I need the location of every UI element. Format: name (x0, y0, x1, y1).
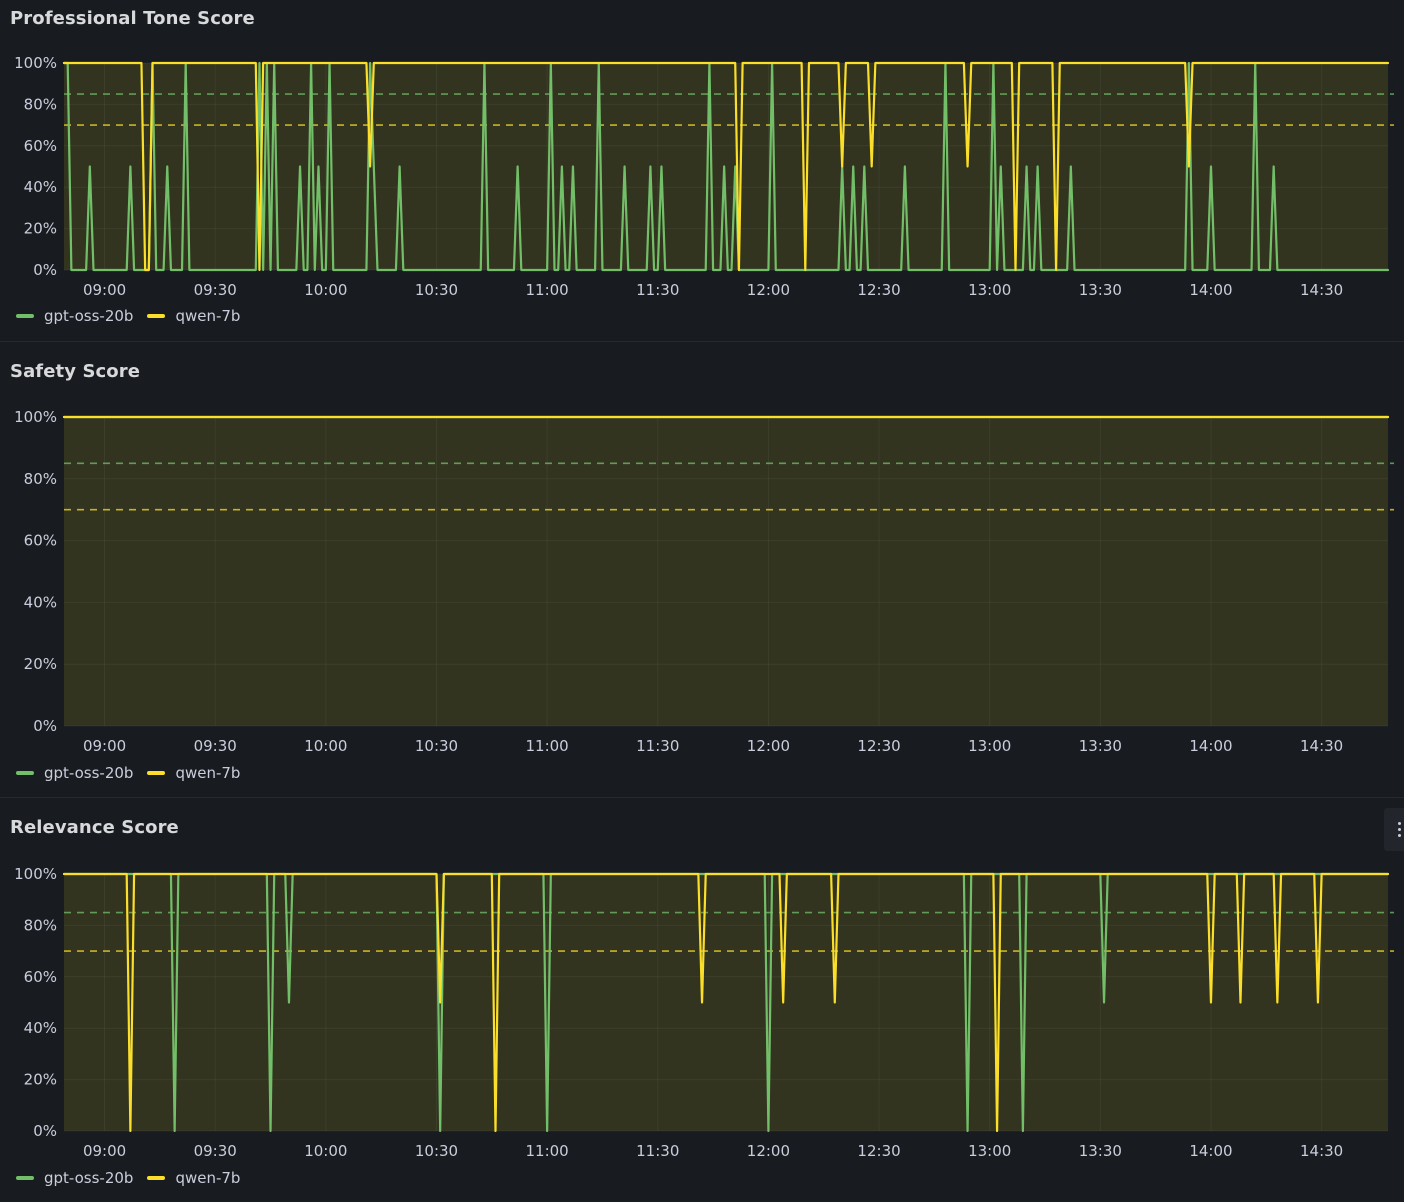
y-tick-label: 40% (24, 1019, 57, 1037)
panel-title: Safety Score (10, 361, 141, 382)
x-tick-label: 09:30 (194, 281, 237, 299)
y-tick-label: 40% (24, 593, 57, 611)
panel-divider (0, 797, 1404, 798)
x-tick-label: 12:00 (747, 737, 790, 755)
legend-label: qwen-7b (175, 764, 241, 782)
legend-label: qwen-7b (175, 307, 241, 325)
legend-item-qwen-7b[interactable]: qwen-7b (147, 1169, 240, 1187)
panel-professional-tone: Professional Tone Score 0% 20% 40% 60% 80% 10… (0, 0, 1404, 340)
y-tick-label: 60% (24, 532, 57, 550)
legend: gpt-oss-20b qwen-7b (16, 764, 254, 782)
y-tick-label: 0% (33, 261, 57, 279)
x-tick-label: 09:00 (83, 737, 126, 755)
x-tick-label: 14:30 (1300, 1142, 1343, 1160)
x-tick-label: 10:30 (415, 281, 458, 299)
panel-title: Professional Tone Score (10, 8, 255, 29)
menu-dot-icon (1398, 828, 1401, 831)
x-tick-label: 12:30 (857, 281, 900, 299)
y-tick-label: 80% (24, 470, 57, 488)
x-tick-label: 13:30 (1079, 737, 1122, 755)
x-tick-label: 14:00 (1189, 281, 1232, 299)
y-tick-label: 60% (24, 137, 57, 155)
x-tick-label: 14:30 (1300, 737, 1343, 755)
legend-item-gpt-oss-20b[interactable]: gpt-oss-20b (16, 307, 133, 325)
y-tick-label: 20% (24, 220, 57, 238)
x-tick-label: 14:30 (1300, 281, 1343, 299)
panel-title: Relevance Score (10, 817, 179, 838)
y-tick-label: 100% (14, 408, 57, 426)
legend-item-qwen-7b[interactable]: qwen-7b (147, 307, 240, 325)
legend-swatch (16, 771, 34, 775)
y-tick-label: 0% (33, 717, 57, 735)
x-tick-label: 12:00 (747, 281, 790, 299)
y-tick-label: 0% (33, 1122, 57, 1140)
x-tick-label: 13:30 (1079, 281, 1122, 299)
chart-professional-tone: 0% 20% 40% 60% 80% 100% 09:00 09:30 10:00 10:30 11… (14, 54, 1394, 299)
x-tick-label: 10:00 (304, 1142, 347, 1160)
legend: gpt-oss-20b qwen-7b (16, 1169, 254, 1187)
legend-label: gpt-oss-20b (44, 307, 134, 325)
x-tick-label: 11:30 (636, 1142, 679, 1160)
x-tick-label: 12:00 (747, 1142, 790, 1160)
x-tick-label: 11:00 (526, 281, 569, 299)
x-tick-label: 10:30 (415, 1142, 458, 1160)
legend-swatch (147, 314, 166, 318)
x-tick-label: 11:00 (526, 737, 569, 755)
legend-item-qwen-7b[interactable]: qwen-7b (147, 764, 240, 782)
legend-item-gpt-oss-20b[interactable]: gpt-oss-20b (16, 1169, 133, 1187)
menu-dot-icon (1398, 822, 1401, 825)
x-tick-label: 09:30 (194, 1142, 237, 1160)
x-tick-label: 14:00 (1189, 1142, 1232, 1160)
y-tick-label: 80% (24, 916, 57, 934)
x-tick-label: 11:00 (526, 1142, 569, 1160)
menu-dot-icon (1398, 834, 1401, 837)
y-tick-label: 40% (24, 178, 57, 196)
y-tick-label: 100% (14, 54, 57, 72)
x-tick-label: 09:30 (194, 737, 237, 755)
x-tick-label: 10:30 (415, 737, 458, 755)
y-tick-label: 100% (14, 865, 57, 883)
panel-safety: Safety Score 0% 20% 40% 60% 80% 100% 09:00 09:3… (0, 353, 1404, 797)
x-tick-label: 14:00 (1189, 737, 1232, 755)
x-tick-label: 10:00 (304, 737, 347, 755)
x-tick-label: 11:30 (636, 737, 679, 755)
legend-swatch (147, 1176, 166, 1180)
panel-relevance: Relevance Score 0% 20% 40% 60% 80% 100% 09:00 0… (0, 809, 1404, 1202)
x-tick-label: 12:30 (857, 737, 900, 755)
y-tick-label: 20% (24, 655, 57, 673)
series-line-qwen-7b (62, 61, 1390, 272)
y-tick-label: 80% (24, 95, 57, 113)
chart-safety: 0% 20% 40% 60% 80% 100% 09:00 09:30 10:00 10:30 11… (14, 408, 1394, 755)
legend: gpt-oss-20b qwen-7b (16, 307, 254, 325)
x-tick-label: 09:00 (83, 281, 126, 299)
x-tick-label: 13:00 (968, 737, 1011, 755)
series-line-gpt-oss-20b (62, 872, 1390, 1133)
x-tick-label: 13:00 (968, 1142, 1011, 1160)
legend-swatch (147, 771, 166, 775)
legend-swatch (16, 1176, 34, 1180)
x-tick-label: 11:30 (636, 281, 679, 299)
x-tick-label: 09:00 (83, 1142, 126, 1160)
panel-divider (0, 341, 1404, 342)
x-tick-label: 12:30 (857, 1142, 900, 1160)
series-line-gpt-oss-20b (62, 61, 1390, 272)
plot-area (64, 417, 1388, 726)
x-tick-label: 13:30 (1079, 1142, 1122, 1160)
y-tick-label: 60% (24, 968, 57, 986)
legend-swatch (16, 314, 34, 318)
legend-item-gpt-oss-20b[interactable]: gpt-oss-20b (16, 764, 133, 782)
x-tick-label: 10:00 (304, 281, 347, 299)
chart-relevance: 0% 20% 40% 60% 80% 100% 09:00 09:30 10:00 10:30 11… (14, 865, 1394, 1160)
legend-label: gpt-oss-20b (44, 764, 134, 782)
x-tick-label: 13:00 (968, 281, 1011, 299)
legend-label: gpt-oss-20b (44, 1169, 134, 1187)
panel-menu-button[interactable] (1384, 808, 1404, 851)
y-tick-label: 20% (24, 1071, 57, 1089)
series-line-qwen-7b (62, 872, 1390, 1133)
plot-area (64, 874, 1388, 1131)
legend-label: qwen-7b (175, 1169, 241, 1187)
